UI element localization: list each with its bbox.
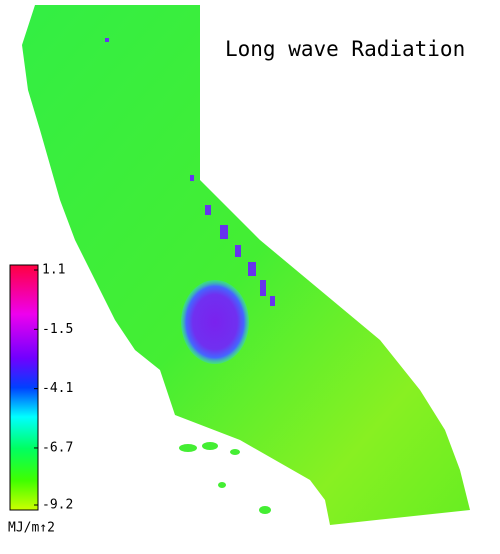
colorbar-tick-label: -4.1 bbox=[42, 381, 73, 396]
colorbar-tick-label: -6.7 bbox=[42, 440, 73, 455]
colorbar-tick-label: -1.5 bbox=[42, 322, 73, 337]
valley-low bbox=[181, 280, 249, 364]
colorbar-tick-label: -9.2 bbox=[42, 498, 73, 513]
colorbar-tick-label: 1.1 bbox=[42, 263, 65, 278]
california-shape bbox=[22, 5, 470, 525]
colorbar bbox=[9, 264, 39, 511]
colorbar-unit: MJ/m↑2 bbox=[8, 521, 55, 536]
sierra-speckles bbox=[105, 38, 275, 306]
map-title: Long wave Radiation bbox=[225, 37, 465, 61]
islands bbox=[179, 442, 271, 514]
